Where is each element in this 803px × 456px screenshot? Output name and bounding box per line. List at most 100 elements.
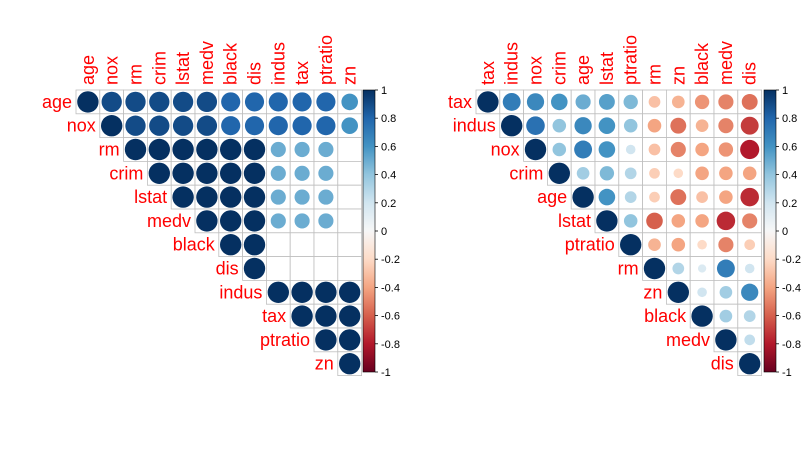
corr-circle-nox-tax — [292, 116, 312, 136]
corr-circle-nox-black — [695, 142, 709, 157]
corr-circle-crim-medv — [719, 166, 733, 181]
cell-dis-indus — [265, 256, 291, 281]
corr-circle-nox-black — [221, 116, 241, 136]
corr-circle-black-dis — [743, 310, 756, 322]
corr-circle-ptratio-dis — [744, 239, 756, 251]
corr-circle-nox-dis — [740, 139, 760, 160]
corr-circle-ptratio-ptratio — [620, 234, 642, 256]
corr-circle-nox-ptratio — [316, 116, 336, 136]
corr-circle-tax-crim — [551, 93, 568, 111]
corr-circle-medv-tax — [294, 213, 310, 229]
corr-circle-lstat-zn — [671, 214, 686, 228]
colorbar-tick-label: -0.2 — [782, 254, 801, 266]
corr-circle-nox-crim — [552, 142, 567, 157]
corr-circle-crim-crim — [548, 162, 570, 184]
corr-circle-nox-crim — [149, 115, 170, 136]
col-label-lstat: lstat — [597, 52, 617, 85]
colorbar-tick-label: -0.8 — [381, 339, 400, 351]
corr-circle-age-zn — [341, 93, 358, 111]
corr-circle-nox-medv — [196, 115, 218, 136]
col-label-rm: rm — [126, 64, 146, 85]
colorbar-tick-label: -0.4 — [381, 282, 400, 294]
corr-circle-tax-age — [575, 94, 591, 110]
corr-circle-nox-zn — [341, 117, 358, 134]
corr-circle-ptratio-medv — [718, 237, 734, 253]
corr-circle-age-dis — [740, 187, 759, 207]
colorbar — [362, 89, 376, 373]
colorbar-tick-label: -0.4 — [782, 282, 801, 294]
corr-circle-age-nox — [101, 91, 122, 113]
corr-circle-crim-medv — [196, 162, 218, 184]
colorbar-tick-label: -1 — [381, 367, 391, 379]
corr-circle-age-tax — [292, 92, 312, 112]
col-label-crim: crim — [549, 51, 569, 85]
corr-circle-tax-ptratio — [623, 94, 638, 110]
row-label-black: black — [644, 306, 687, 326]
colorbar-tick-label: -0.6 — [782, 311, 801, 323]
corr-circle-age-lstat — [598, 188, 616, 206]
corr-circle-age-ptratio — [316, 92, 336, 112]
corr-circle-indus-zn — [339, 281, 361, 303]
row-label-ptratio: ptratio — [260, 330, 310, 350]
corr-circle-crim-age — [576, 166, 590, 180]
corr-circle-indus-tax — [291, 281, 313, 303]
corr-circle-black-black — [691, 305, 713, 327]
corr-circle-rm-indus — [270, 141, 286, 158]
colorbar-tick-label: 0.6 — [782, 141, 797, 153]
col-label-indus: indus — [268, 42, 288, 85]
corr-circle-tax-dis — [741, 93, 758, 110]
corr-circle-indus-age — [574, 117, 592, 135]
corr-circle-dis-dis — [739, 353, 761, 375]
corr-circle-rm-medv — [196, 138, 218, 161]
row-label-age: age — [537, 187, 567, 207]
corr-circle-crim-indus — [270, 165, 286, 181]
corr-circle-nox-zn — [670, 141, 686, 158]
corr-circle-crim-black — [220, 162, 242, 184]
corr-circle-medv-ptratio — [318, 213, 334, 229]
row-label-crim: crim — [109, 163, 143, 183]
col-label-medv: medv — [197, 41, 217, 85]
corr-circle-indus-zn — [670, 117, 687, 134]
cell-dis-tax — [289, 256, 315, 281]
col-label-medv: medv — [716, 41, 736, 85]
colorbar-tick-label: 0.8 — [782, 113, 797, 125]
cell-dis-ptratio — [313, 256, 339, 281]
corr-circle-age-medv — [196, 91, 218, 113]
col-label-black: black — [221, 42, 241, 85]
corr-circle-tax-black — [694, 94, 710, 110]
col-label-age: age — [573, 55, 593, 85]
corr-circle-black-medv — [719, 309, 733, 323]
corr-circle-rm-lstat — [172, 138, 194, 161]
col-label-nox: nox — [102, 56, 122, 85]
corr-circle-nox-rm — [648, 143, 661, 156]
corr-circle-ptratio-zn — [671, 237, 686, 252]
corr-circle-nox-indus — [268, 116, 288, 136]
corr-circle-medv-indus — [270, 213, 286, 229]
corr-circle-age-lstat — [172, 91, 194, 113]
corr-circle-ptratio-ptratio — [315, 329, 337, 351]
corr-circle-indus-medv — [718, 118, 734, 134]
col-label-nox: nox — [526, 56, 546, 85]
corr-circle-nox-lstat — [598, 141, 616, 158]
corr-circle-tax-tax — [477, 91, 499, 113]
corr-circle-lstat-rm — [646, 212, 663, 230]
corr-circle-tax-lstat — [598, 93, 615, 110]
corr-circle-lstat-ptratio — [318, 189, 334, 205]
colorbar-tick-label: 1 — [381, 85, 387, 97]
corr-circle-age-black — [221, 92, 241, 112]
corr-circle-zn-dis — [741, 283, 759, 301]
row-label-dis: dis — [711, 354, 734, 374]
row-label-rm: rm — [99, 140, 120, 160]
row-label-nox: nox — [491, 140, 520, 160]
corr-circle-crim-ptratio — [624, 167, 637, 180]
colorbar-tick-label: 0 — [782, 226, 788, 238]
corr-circle-medv-dis — [243, 210, 266, 232]
col-label-rm: rm — [645, 64, 665, 85]
corr-circle-age-zn — [670, 189, 687, 206]
corr-circle-crim-crim — [148, 162, 170, 184]
corr-circle-lstat-medv — [716, 211, 736, 231]
corr-circle-crim-zn — [673, 168, 684, 179]
corr-circle-nox-nox — [524, 138, 547, 161]
corr-circle-lstat-lstat — [172, 186, 194, 208]
